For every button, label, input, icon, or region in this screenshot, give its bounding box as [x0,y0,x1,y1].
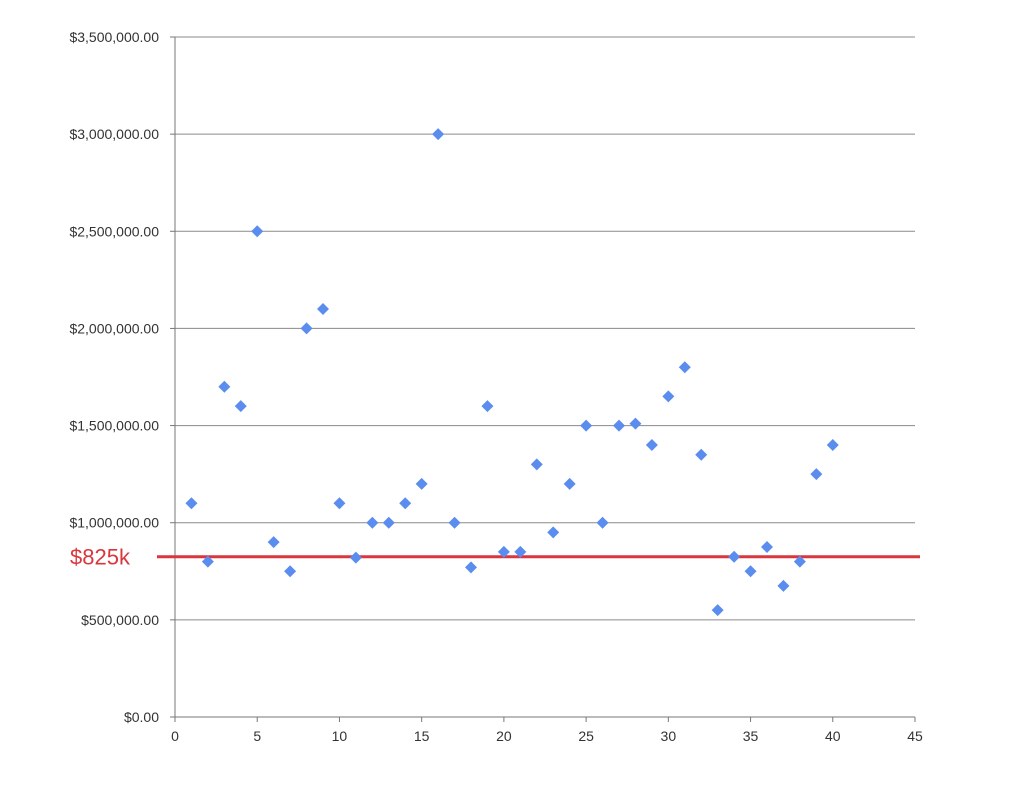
data-point [514,545,527,558]
data-point [645,439,658,451]
y-tick-label: $2,000,000.00 [69,320,159,336]
y-tick-label: $1,000,000.00 [69,515,159,531]
data-point [399,497,412,510]
data-point [382,516,395,529]
data-point [185,497,198,510]
data-point [695,448,708,461]
reference-line-group: $825k [70,545,920,570]
data-point [317,303,329,315]
x-axis-tick-labels: 0 5 10 15 20 25 30 35 40 45 [171,728,923,744]
data-point [251,225,264,238]
data-point [728,550,741,563]
data-point [793,555,806,568]
data-point [497,545,510,558]
y-tick-label: $0.00 [124,709,159,725]
data-point [432,128,445,141]
data-point [218,380,231,393]
x-tick-label: 5 [253,728,261,744]
data-point [234,400,247,413]
data-point [596,516,609,529]
data-point [267,536,280,549]
data-point [761,541,773,553]
data-point [284,565,297,578]
gridlines [175,36,915,621]
data-point [448,516,461,529]
y-tick-label: $3,000,000.00 [69,126,159,142]
y-tick-label: $3,500,000.00 [69,29,159,45]
data-point [366,516,379,529]
data-point [547,526,560,539]
x-tick-label: 25 [578,728,594,744]
data-point [826,439,839,451]
x-tick-label: 15 [414,728,430,744]
y-tick-label: $1,500,000.00 [69,418,159,434]
data-points [185,128,839,617]
data-point [744,565,757,578]
data-point [580,419,593,432]
x-tick-label: 30 [661,728,677,744]
data-point [629,417,642,430]
data-point [711,604,724,617]
x-tick-label: 35 [743,728,759,744]
data-point [300,322,313,335]
data-point [810,468,823,481]
y-tick-label: $500,000.00 [81,612,159,628]
axes [170,36,916,722]
data-point [530,458,543,471]
reference-line-label: $825k [70,545,131,570]
y-tick-label: $2,500,000.00 [69,223,159,239]
data-point [465,561,477,574]
y-axis-tick-labels: $0.00 $500,000.00 $1,000,000.00 $1,500,000.… [69,29,159,725]
data-point [201,555,214,568]
data-point [662,390,675,403]
data-point [563,477,576,490]
data-point [481,400,494,413]
data-point [333,497,346,510]
data-point [777,579,790,592]
x-tick-label: 40 [825,728,841,744]
x-tick-label: 45 [907,728,923,744]
data-point [415,477,428,490]
data-point [349,551,362,564]
x-tick-label: 10 [332,728,348,744]
data-point [678,361,691,374]
x-tick-label: 20 [496,728,512,744]
data-point [613,419,625,432]
x-tick-label: 0 [171,728,179,744]
